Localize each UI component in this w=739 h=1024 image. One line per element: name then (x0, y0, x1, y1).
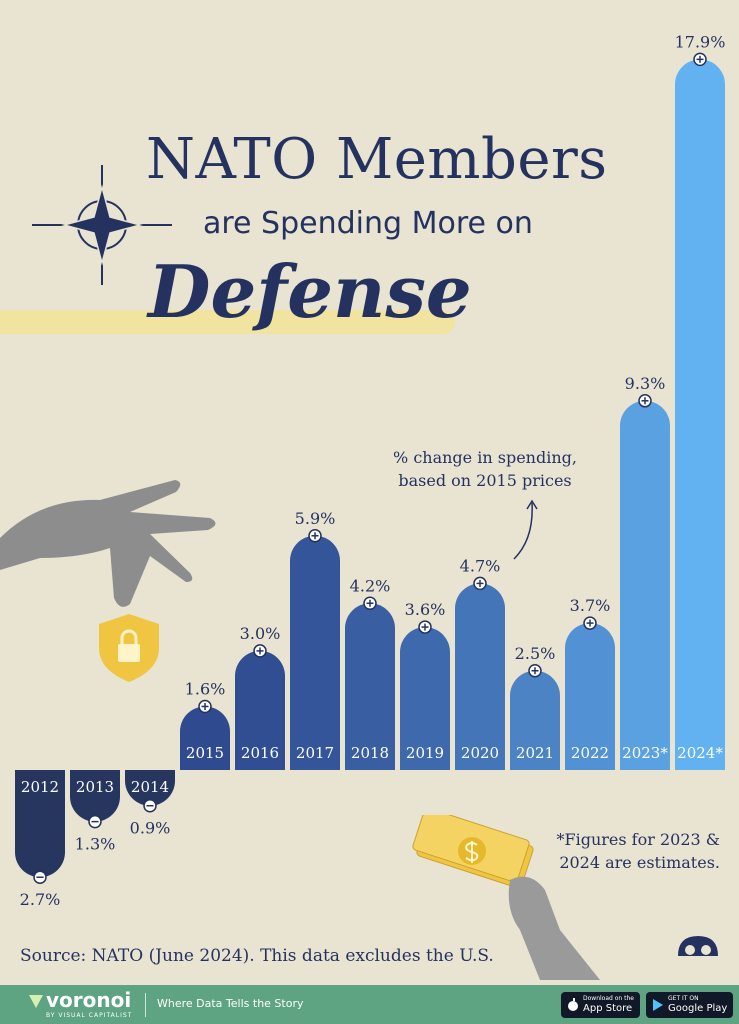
estimates-footnote: *Figures for 2023 & 2024 are estimates. (520, 828, 720, 874)
compass-star-icon (32, 165, 172, 285)
year-label: 2024* (677, 744, 723, 762)
google-play-label: Google Play (668, 1003, 728, 1014)
year-label: 2023* (622, 744, 668, 762)
app-store-button[interactable]: Download on the App Store (561, 992, 640, 1018)
footnote-text: *Figures for 2023 & 2024 are estimates. (556, 830, 720, 872)
year-label: 2018 (351, 744, 389, 762)
play-icon (653, 999, 663, 1011)
source-note: Source: NATO (June 2024). This data excl… (20, 946, 494, 966)
bar-2015 (180, 706, 230, 770)
year-label: 2021 (516, 744, 554, 762)
value-label: 2.5% (515, 644, 556, 663)
year-label: 2015 (186, 744, 224, 762)
value-label: 3.6% (405, 600, 446, 619)
money-bills-icon (412, 815, 534, 889)
bar-2021 (510, 670, 560, 770)
value-label: 5.9% (295, 509, 336, 528)
title-line-3: Defense (148, 249, 472, 334)
value-label: 1.3% (75, 835, 116, 854)
bar-2013 (70, 770, 120, 822)
bar-2014 (125, 770, 175, 806)
year-label: 2016 (241, 744, 279, 762)
hand-icon (0, 480, 216, 607)
app-store-small: Download on the (583, 995, 634, 1002)
value-label: 9.3% (625, 374, 666, 393)
year-label: 2012 (21, 778, 59, 796)
year-label: 2019 (406, 744, 444, 762)
title-highlight (0, 310, 455, 334)
axis-annotation: % change in spending, based on 2015 pric… (385, 446, 585, 492)
footer-bar: voronoi BY VISUAL CAPITALIST Where Data T… (0, 985, 739, 1024)
bar-2012 (15, 770, 65, 878)
holding-hand-icon (508, 876, 600, 980)
value-label: 17.9% (675, 32, 726, 51)
value-label: 4.7% (460, 556, 501, 575)
brand-sub: BY VISUAL CAPITALIST (46, 1012, 133, 1019)
value-label: 3.0% (240, 624, 281, 643)
bar-2016 (235, 650, 285, 770)
bar-2017 (290, 535, 340, 770)
value-label: 3.7% (570, 596, 611, 615)
value-label: 4.2% (350, 576, 391, 595)
year-label: 2022 (571, 744, 609, 762)
bar-2019 (400, 627, 450, 770)
bar-2024* (675, 59, 725, 771)
year-label: 2017 (296, 744, 334, 762)
google-play-button[interactable]: GET IT ON Google Play (646, 992, 734, 1018)
value-label: 1.6% (185, 679, 226, 698)
annotation-text: % change in spending, based on 2015 pric… (393, 448, 577, 490)
bar-2020 (454, 583, 505, 770)
year-label: 2014 (131, 778, 169, 796)
app-store-label: App Store (583, 1003, 633, 1014)
google-play-small: GET IT ON (668, 995, 699, 1002)
bar-2023* (620, 400, 670, 770)
annotation-arrow-icon (513, 499, 538, 560)
value-label: 0.9% (130, 819, 171, 838)
footer-divider (145, 993, 146, 1017)
year-label: 2020 (461, 744, 499, 762)
bar-2018 (344, 603, 395, 770)
title-line-1: NATO Members (146, 127, 608, 192)
bar-2022 (565, 623, 615, 770)
bar-chart: 2012 2.7% 2013 1.3% 2014 0.9% 2015 1.6% 2016 3.0%… (15, 32, 726, 909)
voronoi-mark-icon (29, 995, 43, 1008)
tagline: Where Data Tells the Story (157, 997, 304, 1010)
value-label: 2.7% (20, 890, 61, 909)
visual-capitalist-mark-icon (678, 936, 718, 956)
voronoi-logo[interactable]: voronoi BY VISUAL CAPITALIST (28, 988, 132, 1020)
apple-icon (568, 998, 578, 1011)
lock-shield-icon (99, 614, 159, 682)
year-label: 2013 (76, 778, 114, 796)
title-line-2: are Spending More on (203, 206, 533, 241)
brand-name: voronoi (46, 988, 132, 1012)
